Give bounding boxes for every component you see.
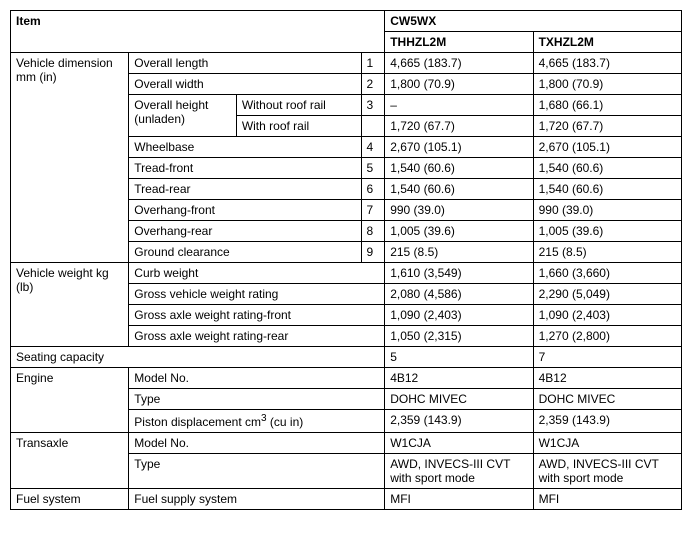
cell-value: 5 bbox=[385, 347, 533, 368]
disp-prefix: Piston displacement cm bbox=[134, 415, 261, 429]
cell-value: 1,680 (66.1) bbox=[533, 95, 681, 116]
row-label: Gross vehicle weight rating bbox=[129, 284, 385, 305]
cell-value: 1,540 (60.6) bbox=[385, 179, 533, 200]
row-num: 2 bbox=[361, 74, 385, 95]
row-num: 4 bbox=[361, 137, 385, 158]
table-row: Vehicle weight kg (lb) Curb weight 1,610… bbox=[11, 263, 682, 284]
cell-value: 4B12 bbox=[533, 368, 681, 389]
cell-value: 2,670 (105.1) bbox=[533, 137, 681, 158]
cat-weight: Vehicle weight kg (lb) bbox=[11, 263, 129, 347]
cell-value: AWD, INVECS-III CVT with sport mode bbox=[533, 454, 681, 489]
row-label: Gross axle weight rating-front bbox=[129, 305, 385, 326]
row-label: Overall height (unladen) bbox=[129, 95, 237, 137]
row-num bbox=[361, 116, 385, 137]
cell-value: DOHC MIVEC bbox=[385, 389, 533, 410]
cell-value: 1,270 (2,800) bbox=[533, 326, 681, 347]
cell-value: MFI bbox=[385, 489, 533, 510]
cat-fuel: Fuel system bbox=[11, 489, 129, 510]
cat-seating: Seating capacity bbox=[11, 347, 385, 368]
row-num: 7 bbox=[361, 200, 385, 221]
cell-value: 1,005 (39.6) bbox=[385, 221, 533, 242]
cell-value: 1,540 (60.6) bbox=[533, 179, 681, 200]
cell-value: 2,670 (105.1) bbox=[385, 137, 533, 158]
row-num: 8 bbox=[361, 221, 385, 242]
cell-value: 1,660 (3,660) bbox=[533, 263, 681, 284]
cell-value: 990 (39.0) bbox=[533, 200, 681, 221]
cell-value: 2,359 (143.9) bbox=[533, 410, 681, 433]
cell-value: 215 (8.5) bbox=[533, 242, 681, 263]
row-label: Type bbox=[129, 454, 385, 489]
cell-value: AWD, INVECS-III CVT with sport mode bbox=[385, 454, 533, 489]
header-item: Item bbox=[11, 11, 385, 53]
table-row: Engine Model No. 4B12 4B12 bbox=[11, 368, 682, 389]
cell-value: 215 (8.5) bbox=[385, 242, 533, 263]
table-row: Vehicle dimension mm (in) Overall length… bbox=[11, 53, 682, 74]
cell-value: 1,720 (67.7) bbox=[533, 116, 681, 137]
cell-value: 4,665 (183.7) bbox=[385, 53, 533, 74]
cell-value: 990 (39.0) bbox=[385, 200, 533, 221]
row-label: Ground clearance bbox=[129, 242, 361, 263]
cell-value: 1,540 (60.6) bbox=[533, 158, 681, 179]
header-col1: THHZL2M bbox=[385, 32, 533, 53]
table-row: Seating capacity 5 7 bbox=[11, 347, 682, 368]
table-row: Fuel system Fuel supply system MFI MFI bbox=[11, 489, 682, 510]
row-label: Overall length bbox=[129, 53, 361, 74]
row-sublabel: Without roof rail bbox=[236, 95, 361, 116]
cell-value: 1,540 (60.6) bbox=[385, 158, 533, 179]
cell-value: 2,290 (5,049) bbox=[533, 284, 681, 305]
table-row: Transaxle Model No. W1CJA W1CJA bbox=[11, 433, 682, 454]
row-label: Overall width bbox=[129, 74, 361, 95]
row-num: 3 bbox=[361, 95, 385, 116]
cell-value: 1,090 (2,403) bbox=[533, 305, 681, 326]
row-label: Tread-rear bbox=[129, 179, 361, 200]
row-label: Type bbox=[129, 389, 385, 410]
cell-value: 4,665 (183.7) bbox=[533, 53, 681, 74]
cell-value: 2,080 (4,586) bbox=[385, 284, 533, 305]
cell-value: 1,050 (2,315) bbox=[385, 326, 533, 347]
cell-value: 1,800 (70.9) bbox=[533, 74, 681, 95]
cat-engine: Engine bbox=[11, 368, 129, 433]
row-label: Overhang-front bbox=[129, 200, 361, 221]
row-sublabel: With roof rail bbox=[236, 116, 361, 137]
cell-value: W1CJA bbox=[385, 433, 533, 454]
cell-value: 1,610 (3,549) bbox=[385, 263, 533, 284]
cell-value: – bbox=[385, 95, 533, 116]
cat-transaxle: Transaxle bbox=[11, 433, 129, 489]
cell-value: 4B12 bbox=[385, 368, 533, 389]
header-model-group: CW5WX bbox=[385, 11, 682, 32]
cell-value: 1,005 (39.6) bbox=[533, 221, 681, 242]
row-label: Tread-front bbox=[129, 158, 361, 179]
cell-value: W1CJA bbox=[533, 433, 681, 454]
row-num: 1 bbox=[361, 53, 385, 74]
cell-value: 1,090 (2,403) bbox=[385, 305, 533, 326]
row-label: Gross axle weight rating-rear bbox=[129, 326, 385, 347]
cell-value: 1,800 (70.9) bbox=[385, 74, 533, 95]
row-label-displacement: Piston displacement cm3 (cu in) bbox=[129, 410, 385, 433]
cell-value: MFI bbox=[533, 489, 681, 510]
row-label: Wheelbase bbox=[129, 137, 361, 158]
row-num: 9 bbox=[361, 242, 385, 263]
disp-suffix: (cu in) bbox=[267, 415, 304, 429]
cat-dimension: Vehicle dimension mm (in) bbox=[11, 53, 129, 263]
spec-table: Item CW5WX THHZL2M TXHZL2M Vehicle dimen… bbox=[10, 10, 682, 510]
table-row: Item CW5WX bbox=[11, 11, 682, 32]
row-num: 6 bbox=[361, 179, 385, 200]
header-col2: TXHZL2M bbox=[533, 32, 681, 53]
cell-value: DOHC MIVEC bbox=[533, 389, 681, 410]
row-label: Fuel supply system bbox=[129, 489, 385, 510]
row-num: 5 bbox=[361, 158, 385, 179]
cell-value: 1,720 (67.7) bbox=[385, 116, 533, 137]
row-label: Model No. bbox=[129, 368, 385, 389]
cell-value: 2,359 (143.9) bbox=[385, 410, 533, 433]
row-label: Overhang-rear bbox=[129, 221, 361, 242]
row-label: Curb weight bbox=[129, 263, 385, 284]
row-label: Model No. bbox=[129, 433, 385, 454]
cell-value: 7 bbox=[533, 347, 681, 368]
